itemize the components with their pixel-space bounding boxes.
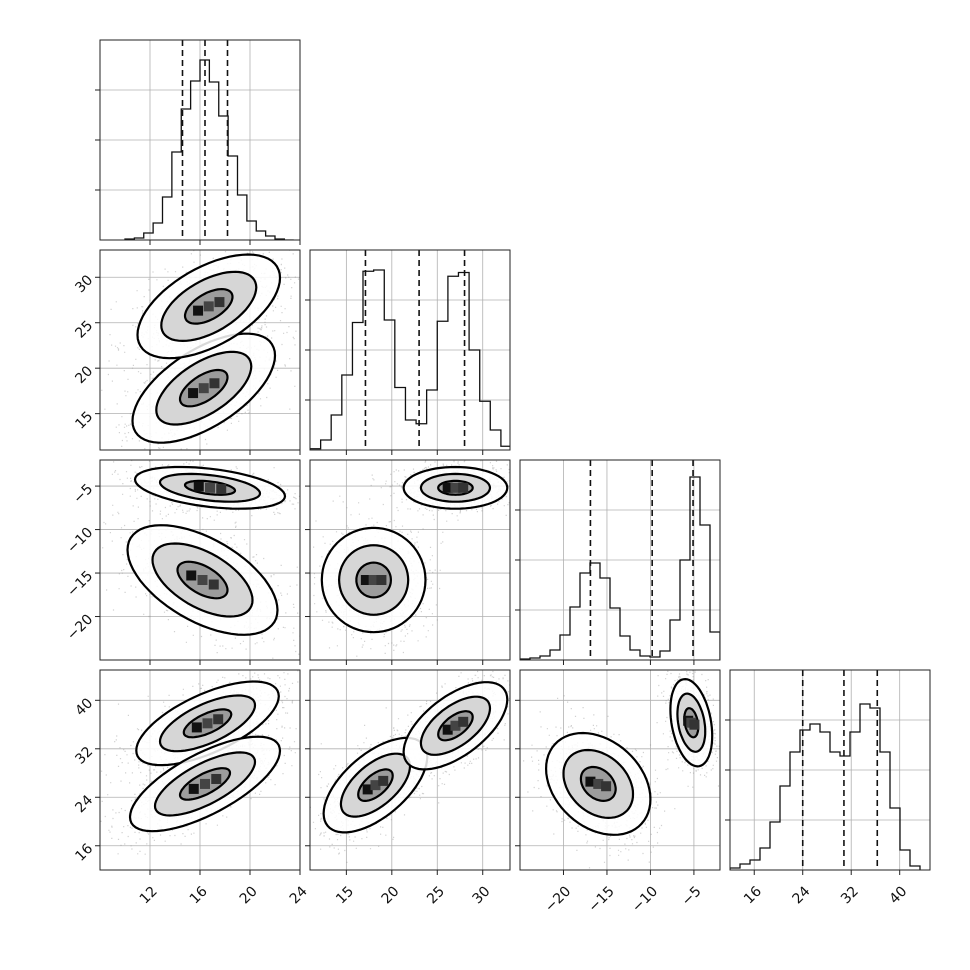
hist-panel-p1 bbox=[305, 249, 511, 455]
x-tick-label-p3: 32 bbox=[838, 883, 862, 907]
density-peak-cell bbox=[376, 575, 387, 585]
density-peak-cell bbox=[197, 575, 208, 585]
hist-frame bbox=[729, 669, 931, 871]
density-peak-cell bbox=[458, 482, 469, 493]
x-tick-label-p3: 40 bbox=[887, 883, 911, 907]
density-peak-cell bbox=[213, 714, 224, 725]
x-tick-label-p1: 15 bbox=[333, 883, 357, 907]
density-peak-cell bbox=[689, 719, 700, 730]
density-frame bbox=[309, 459, 511, 661]
density-peak-cell bbox=[450, 482, 461, 493]
density-peak-cell bbox=[370, 780, 381, 791]
density-panel-p2-p3 bbox=[515, 669, 721, 875]
density-peak-cell bbox=[200, 778, 210, 789]
histogram-p1 bbox=[310, 269, 510, 450]
y-tick-label-p2: −20 bbox=[64, 612, 96, 644]
density-panel-p1-p3 bbox=[305, 669, 511, 875]
y-tick-label-p1: 25 bbox=[72, 318, 96, 342]
x-tick-label-p1: 25 bbox=[424, 883, 448, 907]
density-panel-p0-p3 bbox=[95, 669, 301, 875]
x-tick-label-p0: 24 bbox=[287, 883, 311, 907]
hist-panel-p2 bbox=[515, 459, 721, 665]
density-peak-cell bbox=[450, 720, 461, 731]
density-panel-p0-p1 bbox=[95, 249, 301, 455]
y-tick-label-p1: 15 bbox=[72, 409, 96, 433]
density-peak-cell bbox=[360, 575, 371, 585]
density-peak-cell bbox=[186, 570, 197, 581]
y-tick-label-p1: 30 bbox=[72, 272, 96, 296]
density-panel-p1-p2 bbox=[305, 459, 511, 665]
hist-frame bbox=[519, 459, 721, 661]
density-peak-cell bbox=[203, 301, 214, 312]
histogram-p2 bbox=[520, 476, 720, 660]
density-peak-cell bbox=[585, 776, 596, 787]
y-tick-label-p3: 24 bbox=[72, 792, 96, 816]
density-peak-cell bbox=[216, 484, 227, 495]
hist-frame bbox=[99, 39, 301, 241]
density-peak-cell bbox=[205, 482, 215, 493]
density-peak-cell bbox=[188, 388, 199, 399]
y-tick-label-p2: −5 bbox=[70, 481, 96, 507]
density-peak-cell bbox=[442, 482, 453, 493]
x-tick-label-p1: 20 bbox=[379, 883, 403, 907]
histogram-p3 bbox=[730, 703, 921, 870]
y-tick-label-p3: 40 bbox=[72, 695, 96, 719]
x-tick-label-p2: −15 bbox=[585, 883, 617, 915]
x-tick-label-p2: −20 bbox=[542, 883, 574, 915]
density-peak-cell bbox=[601, 781, 612, 792]
density-panel-p0-p2 bbox=[95, 459, 301, 665]
density-peak-cell bbox=[193, 481, 204, 492]
x-tick-label-p0: 16 bbox=[187, 883, 211, 907]
density-peak-cell bbox=[362, 784, 373, 795]
hist-panel-p3 bbox=[725, 669, 931, 875]
density-peak-cell bbox=[368, 575, 379, 585]
density-peak-cell bbox=[593, 778, 604, 789]
hist-panel-p0 bbox=[95, 39, 301, 245]
histogram-p0 bbox=[124, 59, 294, 240]
density-peak-cell bbox=[214, 297, 225, 308]
x-tick-label-p0: 12 bbox=[137, 883, 161, 907]
x-tick-label-p3: 24 bbox=[790, 883, 814, 907]
density-frame bbox=[519, 669, 721, 871]
density-peak-cell bbox=[458, 716, 469, 727]
density-peak-cell bbox=[198, 383, 209, 394]
density-frame bbox=[309, 669, 511, 871]
y-tick-label-p3: 16 bbox=[72, 841, 96, 865]
x-tick-label-p3: 16 bbox=[741, 883, 765, 907]
density-peak-cell bbox=[208, 579, 219, 590]
hist-frame bbox=[309, 249, 511, 451]
x-tick-label-p2: −10 bbox=[629, 883, 661, 915]
density-peak-cell bbox=[211, 773, 222, 784]
density-peak-cell bbox=[378, 775, 389, 786]
density-peak-cell bbox=[442, 724, 453, 735]
y-tick-label-p1: 20 bbox=[72, 363, 96, 387]
y-tick-label-p2: −15 bbox=[64, 568, 96, 600]
x-tick-label-p1: 30 bbox=[470, 883, 494, 907]
density-peak-cell bbox=[209, 378, 220, 389]
density-peak-cell bbox=[188, 783, 199, 794]
density-peak-cell bbox=[202, 718, 213, 729]
x-tick-label-p0: 20 bbox=[237, 883, 261, 907]
x-tick-label-p2: −5 bbox=[679, 883, 705, 909]
y-tick-label-p2: −10 bbox=[64, 525, 96, 557]
density-peak-cell bbox=[191, 722, 202, 733]
y-tick-label-p3: 32 bbox=[72, 744, 96, 768]
density-peak-cell bbox=[193, 305, 204, 316]
